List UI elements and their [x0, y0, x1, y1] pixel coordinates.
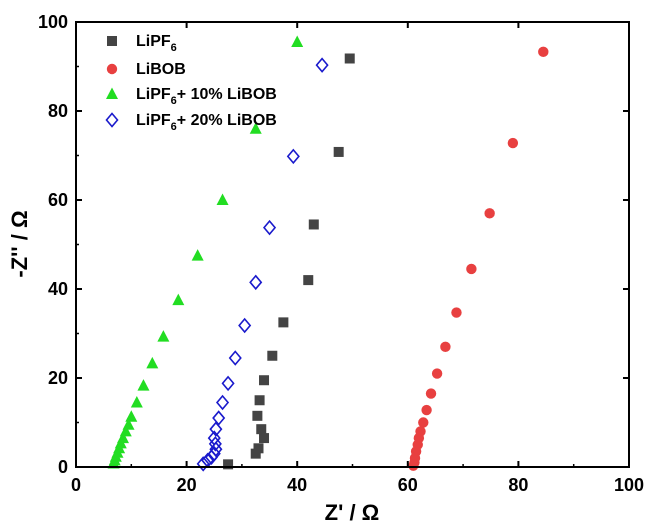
- data-point: [125, 410, 138, 422]
- data-point: [484, 208, 495, 219]
- data-point: [253, 443, 264, 454]
- legend-marker: [105, 112, 119, 128]
- data-point: [238, 317, 252, 334]
- data-point: [425, 388, 437, 399]
- data-point: [418, 417, 429, 428]
- data-point: [191, 249, 204, 261]
- data-point: [172, 293, 185, 306]
- data-point: [440, 341, 451, 353]
- data-point: [223, 459, 234, 470]
- data-point: [130, 395, 143, 408]
- y-tick-label: 100: [38, 12, 68, 32]
- data-point: [119, 424, 132, 437]
- legend-item: LiPF6+ 20% LiBOB: [105, 112, 277, 133]
- legend: LiPF6 LiBOB LiPF6+ 10% LiBOB LiPF6+ 20% LiB…: [105, 33, 277, 133]
- data-point: [137, 379, 150, 391]
- legend-label: LiBOB: [136, 61, 186, 78]
- data-point: [254, 395, 265, 406]
- data-point: [286, 148, 300, 165]
- data-point: [451, 307, 462, 318]
- series-3: [196, 57, 329, 472]
- legend-marker: [107, 36, 117, 46]
- legend-item: LiPF6+ 10% LiBOB: [106, 86, 277, 107]
- data-point: [157, 330, 170, 342]
- data-point: [431, 368, 443, 379]
- legend-marker: [106, 87, 118, 99]
- legend-label: LiPF6: [136, 33, 177, 54]
- data-point: [333, 146, 344, 157]
- y-tick-label: 0: [58, 457, 68, 477]
- data-point: [278, 317, 289, 328]
- data-point: [466, 263, 477, 275]
- data-point: [256, 424, 267, 435]
- x-tick-label: 20: [177, 475, 197, 495]
- data-point: [146, 356, 159, 369]
- data-point: [207, 445, 221, 462]
- y-tick-label: 20: [48, 368, 68, 388]
- data-point: [216, 193, 229, 205]
- y-tick-label: 60: [48, 190, 68, 210]
- x-tick-label: 80: [508, 475, 528, 495]
- legend-item: LiPF6: [107, 33, 177, 54]
- data-point: [117, 431, 130, 444]
- data-point: [122, 418, 135, 430]
- data-point: [538, 46, 549, 58]
- y-tick-label: 80: [48, 101, 68, 121]
- plot-area: [76, 22, 629, 467]
- data-point: [415, 426, 426, 437]
- data-point: [507, 137, 519, 149]
- data-point: [308, 219, 319, 230]
- data-point: [221, 375, 235, 392]
- series-2: [107, 35, 304, 469]
- data-point: [303, 275, 314, 286]
- data-point: [344, 53, 355, 64]
- data-point: [215, 394, 230, 411]
- legend-label: LiPF6+ 20% LiBOB: [136, 112, 277, 133]
- data-point: [228, 350, 242, 366]
- data-point: [249, 122, 262, 134]
- data-marks: [107, 35, 549, 472]
- data-point: [212, 410, 226, 426]
- y-axis-title: -Z'' / Ω: [7, 210, 32, 277]
- data-point: [259, 375, 270, 386]
- x-tick-label: 60: [398, 475, 418, 495]
- axes: 0 20 40 60 80 100 0 20 40 60 80 100: [38, 12, 644, 495]
- data-point: [209, 421, 223, 437]
- data-point: [207, 430, 221, 446]
- series-1: [408, 46, 549, 471]
- data-point: [196, 456, 210, 472]
- x-axis-title: Z' / Ω: [325, 500, 380, 525]
- data-point: [249, 274, 263, 291]
- y-tick-label: 40: [48, 279, 68, 299]
- data-point: [263, 219, 277, 236]
- data-point: [291, 35, 304, 48]
- data-point: [315, 57, 329, 73]
- series-0: [223, 53, 355, 470]
- data-point: [250, 448, 261, 459]
- data-point: [252, 410, 263, 421]
- legend-marker: [106, 63, 118, 75]
- legend-item: LiBOB: [106, 61, 186, 78]
- data-point: [259, 433, 270, 444]
- legend-label: LiPF6+ 10% LiBOB: [136, 86, 277, 107]
- x-tick-label: 40: [287, 475, 307, 495]
- data-point: [421, 404, 432, 416]
- x-tick-label: 0: [71, 475, 81, 495]
- data-point: [267, 350, 278, 361]
- x-tick-label: 100: [614, 475, 644, 495]
